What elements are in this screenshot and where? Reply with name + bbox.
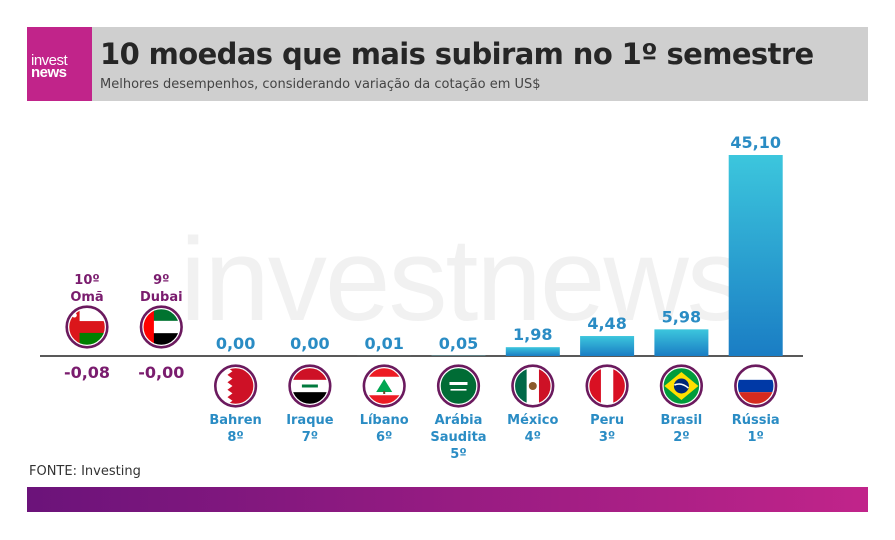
rank-label: 6º bbox=[376, 430, 392, 445]
country-label: Peru bbox=[590, 413, 624, 428]
saudi-arabia-flag-icon bbox=[436, 364, 481, 408]
footer-bar bbox=[27, 487, 868, 512]
value-label: 45,10 bbox=[730, 133, 781, 152]
country-label: Líbano bbox=[360, 413, 409, 428]
country-label: Bahren bbox=[209, 413, 261, 428]
rank-label: 3º bbox=[599, 430, 615, 445]
brazil-flag-icon bbox=[659, 364, 704, 408]
peru-flag-icon bbox=[585, 364, 629, 408]
country-label: Rússia bbox=[732, 413, 780, 428]
value-label: 0,01 bbox=[364, 334, 403, 353]
lebanon-flag-icon bbox=[362, 364, 406, 408]
rank-label: 7º bbox=[302, 430, 318, 445]
logo-text-invest: invest bbox=[31, 52, 68, 69]
country-label: Iraque bbox=[286, 413, 334, 428]
value-label: 5,98 bbox=[662, 307, 701, 326]
country-label: Omã bbox=[70, 290, 103, 305]
chart-subtitle: Melhores desempenhos, considerando varia… bbox=[100, 77, 541, 92]
bar bbox=[505, 347, 560, 356]
country-label: Brasil bbox=[661, 413, 703, 428]
logo-text-news: news bbox=[31, 64, 67, 81]
country-label: México bbox=[507, 413, 558, 428]
country-label: Arábia bbox=[435, 413, 483, 428]
rank-label: 8º bbox=[227, 430, 243, 445]
value-label: 0,00 bbox=[290, 334, 329, 353]
investnews-logo: invest news bbox=[27, 27, 92, 101]
rank-label: 5º bbox=[450, 447, 466, 462]
oman-flag-icon bbox=[65, 305, 109, 349]
rank-label: 2º bbox=[673, 430, 689, 445]
country-label: Saudita bbox=[430, 430, 486, 445]
country-label: Dubai bbox=[140, 290, 183, 305]
rank-label: 10º bbox=[74, 273, 99, 288]
iraq-flag-icon bbox=[288, 364, 332, 408]
value-label: 4,48 bbox=[587, 314, 626, 333]
chart-title: 10 moedas que mais subiram no 1º semestr… bbox=[100, 37, 814, 71]
value-label: 1,98 bbox=[513, 325, 552, 344]
rank-label: 1º bbox=[748, 430, 764, 445]
bahrain-flag-icon bbox=[214, 364, 258, 408]
value-label: -0,00 bbox=[138, 363, 184, 382]
uae-flag-icon bbox=[139, 305, 183, 349]
russia-flag-icon bbox=[734, 364, 778, 408]
source-note: FONTE: Investing bbox=[29, 464, 141, 479]
mexico-flag-icon bbox=[511, 364, 555, 408]
bar bbox=[654, 329, 709, 356]
bar bbox=[580, 336, 635, 356]
watermark: investnews bbox=[180, 214, 746, 346]
bar bbox=[728, 155, 783, 356]
value-label: 0,05 bbox=[439, 334, 478, 353]
rank-label: 4º bbox=[525, 430, 541, 445]
rank-label: 9º bbox=[153, 273, 169, 288]
value-label: 0,00 bbox=[216, 334, 255, 353]
chart-header: invest news 10 moedas que mais subiram n… bbox=[27, 27, 868, 101]
value-label: -0,08 bbox=[64, 363, 110, 382]
